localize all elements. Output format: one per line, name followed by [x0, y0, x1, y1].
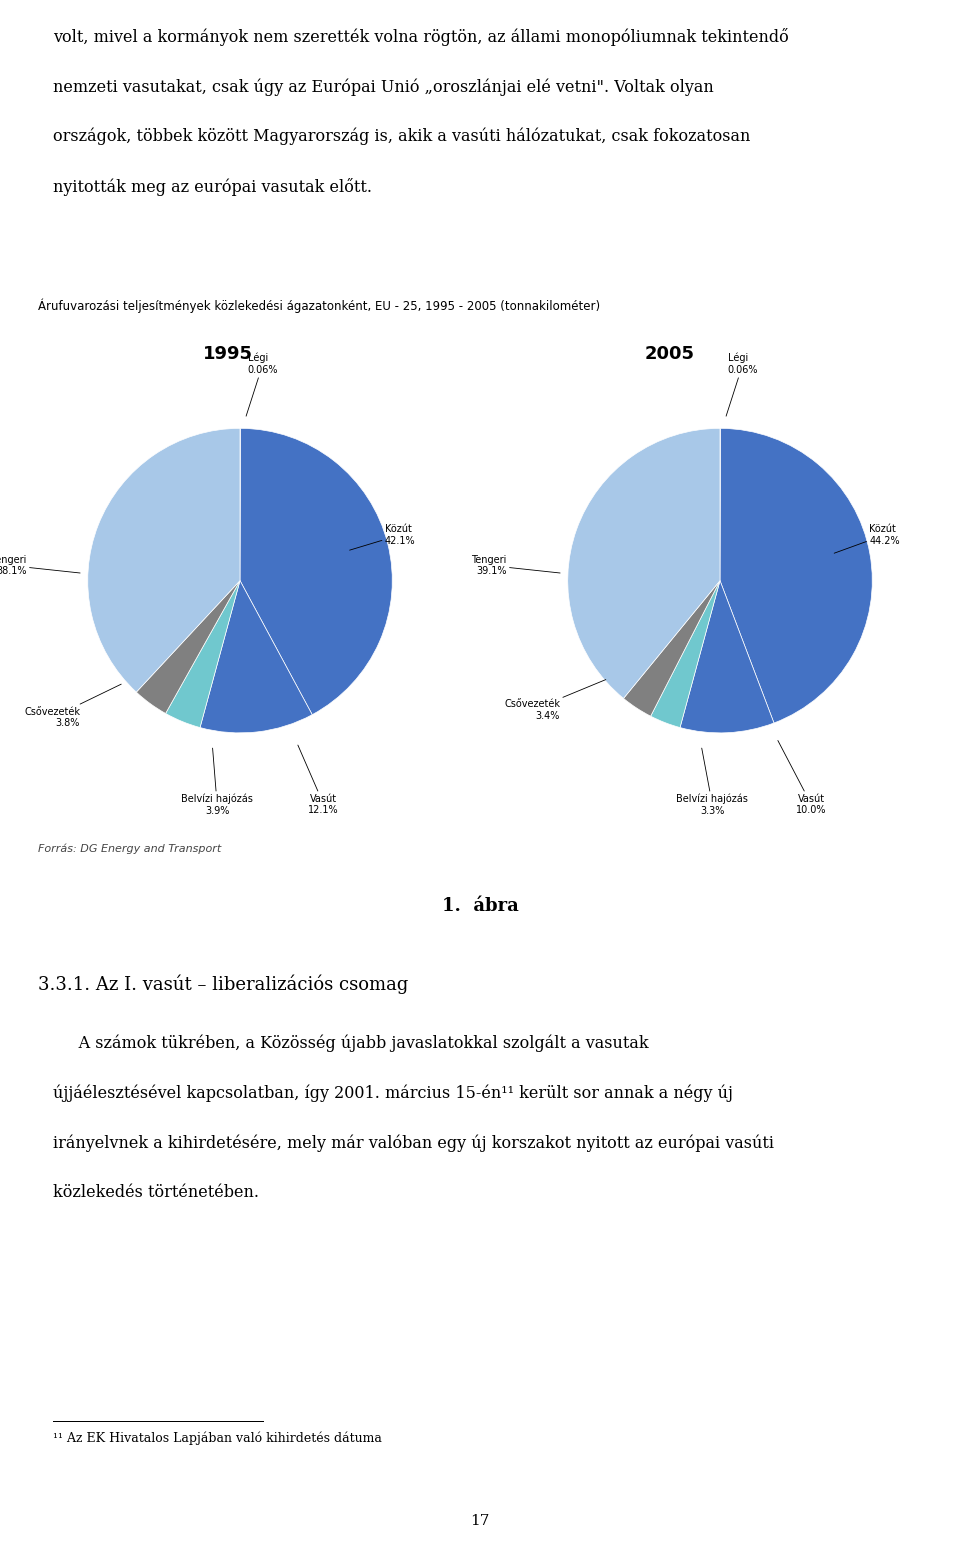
Wedge shape: [136, 580, 240, 713]
Text: Csővezeték
3.8%: Csővezeték 3.8%: [24, 684, 121, 729]
Text: országok, többek között Magyarország is, akik a vasúti hálózatukat, csak fokozat: országok, többek között Magyarország is,…: [53, 129, 750, 146]
Wedge shape: [240, 428, 393, 715]
Text: közlekedés történetében.: közlekedés történetében.: [53, 1184, 259, 1201]
Text: Közút
42.1%: Közút 42.1%: [349, 524, 416, 550]
Wedge shape: [651, 580, 720, 728]
Text: volt, mivel a kormányok nem szerették volna rögtön, az állami monopóliumnak teki: volt, mivel a kormányok nem szerették vo…: [53, 28, 788, 45]
Text: ¹¹ Az EK Hivatalos Lapjában való kihirdetés dátuma: ¹¹ Az EK Hivatalos Lapjában való kihirde…: [53, 1432, 382, 1446]
Wedge shape: [623, 580, 720, 717]
Text: Tengeri
39.1%: Tengeri 39.1%: [471, 555, 560, 575]
Text: Közút
44.2%: Közút 44.2%: [834, 524, 900, 554]
Text: Tengeri
38.1%: Tengeri 38.1%: [0, 555, 80, 575]
Text: Légi
0.06%: Légi 0.06%: [246, 353, 278, 416]
Text: Árufuvarozási teljesítmények közlekedési ágazatonként, EU - 25, 1995 - 2005 (ton: Árufuvarozási teljesítmények közlekedési…: [38, 298, 601, 314]
Wedge shape: [680, 580, 774, 732]
Text: nemzeti vasutakat, csak úgy az Európai Unió „oroszlánjai elé vetni". Voltak olya: nemzeti vasutakat, csak úgy az Európai U…: [53, 78, 713, 96]
Text: Vasút
12.1%: Vasút 12.1%: [298, 745, 339, 815]
Text: újjáélesztésével kapcsolatban, így 2001. március 15-én¹¹ került sor annak a négy: újjáélesztésével kapcsolatban, így 2001.…: [53, 1085, 732, 1102]
Text: Belvízi hajózás
3.3%: Belvízi hajózás 3.3%: [677, 748, 749, 815]
Text: Légi
0.06%: Légi 0.06%: [726, 353, 758, 416]
Text: Vasút
10.0%: Vasút 10.0%: [778, 740, 827, 815]
Text: A számok tükrében, a Közösség újabb javaslatokkal szolgált a vasutak: A számok tükrében, a Közösség újabb java…: [53, 1035, 648, 1052]
Wedge shape: [567, 428, 720, 698]
Wedge shape: [165, 580, 240, 728]
Text: 2005: 2005: [645, 345, 695, 364]
Text: 3.3.1. Az I. vasút – liberalizációs csomag: 3.3.1. Az I. vasút – liberalizációs csom…: [38, 975, 409, 994]
Text: 1.  ábra: 1. ábra: [442, 897, 518, 916]
Text: irányelvnek a kihirdetésére, mely már valóban egy új korszakot nyitott az európa: irányelvnek a kihirdetésére, mely már va…: [53, 1135, 774, 1152]
Wedge shape: [720, 428, 873, 723]
Text: 1995: 1995: [204, 345, 253, 364]
Text: Csővezeték
3.4%: Csővezeték 3.4%: [504, 679, 606, 721]
Text: nyitották meg az európai vasutak előtt.: nyitották meg az európai vasutak előtt.: [53, 177, 372, 196]
Wedge shape: [200, 580, 312, 732]
Text: 17: 17: [470, 1515, 490, 1527]
Text: Forrás: DG Energy and Transport: Forrás: DG Energy and Transport: [38, 844, 222, 853]
Wedge shape: [87, 428, 240, 691]
Text: Belvízi hajózás
3.9%: Belvízi hajózás 3.9%: [181, 748, 253, 815]
